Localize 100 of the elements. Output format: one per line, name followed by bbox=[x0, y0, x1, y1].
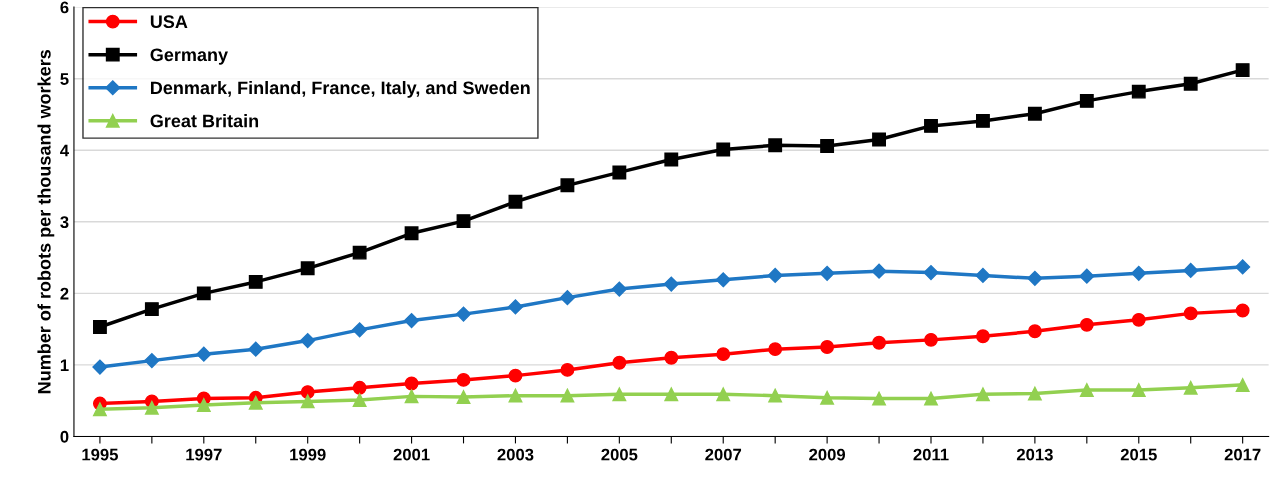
point bbox=[612, 387, 627, 402]
point bbox=[196, 286, 211, 301]
point bbox=[820, 340, 835, 354]
point bbox=[715, 272, 731, 288]
y-tick-label: 2 bbox=[60, 287, 69, 300]
point bbox=[1183, 76, 1198, 91]
point bbox=[872, 391, 887, 406]
point bbox=[1131, 312, 1146, 327]
point bbox=[975, 329, 990, 344]
point bbox=[975, 113, 990, 128]
point bbox=[1079, 93, 1094, 108]
x-tick-label: 2001 bbox=[393, 448, 430, 461]
point bbox=[664, 152, 679, 167]
point bbox=[924, 391, 938, 406]
point bbox=[352, 393, 367, 407]
x-tick-label: 2003 bbox=[497, 448, 534, 461]
y-tick-label: 1 bbox=[60, 359, 69, 371]
point bbox=[92, 320, 107, 334]
point bbox=[819, 265, 835, 281]
point bbox=[508, 368, 523, 383]
point bbox=[820, 139, 835, 153]
point bbox=[144, 400, 159, 415]
point bbox=[560, 362, 575, 377]
point bbox=[455, 306, 472, 322]
point bbox=[508, 194, 523, 209]
point bbox=[559, 290, 575, 306]
point bbox=[924, 332, 938, 347]
point bbox=[975, 387, 990, 402]
point bbox=[1079, 317, 1094, 332]
point bbox=[300, 333, 316, 349]
point bbox=[1235, 303, 1250, 318]
point bbox=[664, 350, 679, 365]
point bbox=[1027, 386, 1042, 401]
point bbox=[404, 389, 419, 404]
point bbox=[1131, 265, 1147, 281]
x-tick-label: 2013 bbox=[1016, 448, 1053, 461]
x-tick-label: 2011 bbox=[913, 448, 949, 461]
point bbox=[352, 245, 367, 260]
point bbox=[716, 347, 731, 362]
x-tick-label: 2009 bbox=[809, 448, 846, 461]
x-tick-label: 2007 bbox=[705, 448, 742, 461]
y-tick-label: 5 bbox=[60, 73, 69, 85]
point bbox=[248, 341, 264, 357]
point bbox=[1183, 380, 1198, 395]
point bbox=[923, 265, 939, 281]
point bbox=[768, 388, 783, 403]
point bbox=[1027, 106, 1042, 121]
legend-label: Germany bbox=[150, 48, 228, 65]
point bbox=[144, 302, 159, 317]
point bbox=[1079, 268, 1095, 284]
point bbox=[404, 376, 419, 391]
point bbox=[871, 263, 887, 279]
point bbox=[196, 398, 211, 412]
x-tick-label: 1999 bbox=[290, 448, 326, 461]
point bbox=[768, 342, 783, 357]
point bbox=[404, 226, 419, 241]
point bbox=[248, 274, 263, 289]
point bbox=[508, 388, 523, 403]
point bbox=[1027, 270, 1043, 286]
y-tick-label: 6 bbox=[60, 1, 69, 14]
point bbox=[352, 322, 368, 338]
point bbox=[1235, 377, 1250, 392]
point bbox=[352, 380, 367, 395]
point bbox=[1131, 383, 1146, 397]
point bbox=[456, 372, 471, 387]
point bbox=[248, 395, 263, 410]
point bbox=[612, 165, 627, 180]
point bbox=[1079, 383, 1094, 397]
point bbox=[507, 299, 524, 315]
point bbox=[768, 138, 783, 153]
y-tick-label: 0 bbox=[60, 430, 69, 443]
point bbox=[820, 390, 835, 405]
x-tick-label: 2015 bbox=[1120, 448, 1157, 461]
y-axis-title: Number of robots per thousand workers bbox=[37, 49, 55, 394]
point bbox=[975, 267, 991, 284]
point bbox=[144, 353, 160, 369]
y-tick-label: 4 bbox=[60, 144, 69, 157]
legend-label: Denmark, Finland, France, Italy, and Sweden bbox=[150, 80, 530, 98]
point bbox=[196, 346, 212, 362]
legend-label: Great Britain bbox=[150, 114, 259, 128]
point bbox=[612, 355, 627, 370]
legend-label: USA bbox=[150, 15, 188, 29]
point bbox=[716, 387, 731, 402]
point bbox=[300, 394, 315, 409]
point bbox=[92, 402, 107, 417]
point bbox=[611, 281, 627, 297]
point bbox=[872, 132, 887, 147]
point bbox=[664, 387, 679, 402]
point bbox=[663, 276, 679, 292]
point bbox=[767, 267, 783, 284]
point bbox=[456, 214, 471, 229]
point bbox=[456, 390, 471, 405]
point bbox=[1027, 324, 1042, 339]
point bbox=[924, 118, 938, 133]
point bbox=[872, 335, 887, 350]
point bbox=[560, 388, 575, 403]
point bbox=[300, 261, 315, 276]
x-tick-label: 2017 bbox=[1224, 448, 1261, 461]
point bbox=[1235, 259, 1251, 275]
x-tick-label: 1997 bbox=[186, 448, 222, 461]
